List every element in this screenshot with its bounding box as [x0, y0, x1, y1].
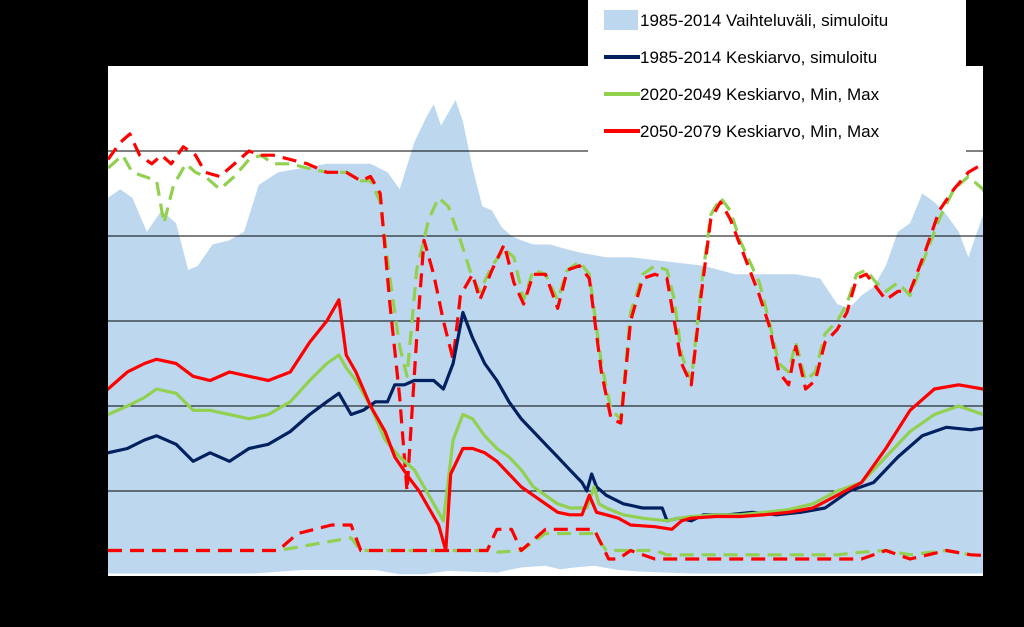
legend-item-3: 2020-2049 Keskiarvo, Min, Max [604, 85, 880, 104]
legend: 1985-2014 Vaihteluväli, simuloitu 1985-20… [588, 0, 966, 152]
legend-label: 1985-2014 Vaihteluväli, simuloitu [640, 11, 888, 30]
series-line-mean-1 [108, 310, 983, 523]
legend-label: 1985-2014 Keskiarvo, simuloitu [640, 48, 877, 67]
legend-label: 2050-2079 Keskiarvo, Min, Max [640, 122, 880, 141]
legend-swatch-band [604, 10, 638, 30]
series-line-max-5 [108, 132, 983, 493]
legend-item-4: 2050-2079 Keskiarvo, Min, Max [604, 122, 880, 141]
range-band [108, 100, 983, 575]
legend-item-1: 1985-2014 Vaihteluväli, simuloitu [604, 10, 888, 30]
legend-label: 2020-2049 Keskiarvo, Min, Max [640, 85, 880, 104]
x-axis-ticks [107, 576, 911, 582]
series-layer [108, 132, 983, 561]
legend-item-2: 1985-2014 Keskiarvo, simuloitu [604, 48, 877, 67]
series-line-mean-3 [108, 298, 983, 553]
range-band-layer [108, 100, 983, 575]
series-line-mean-2 [108, 353, 983, 523]
legend-box [588, 0, 966, 152]
